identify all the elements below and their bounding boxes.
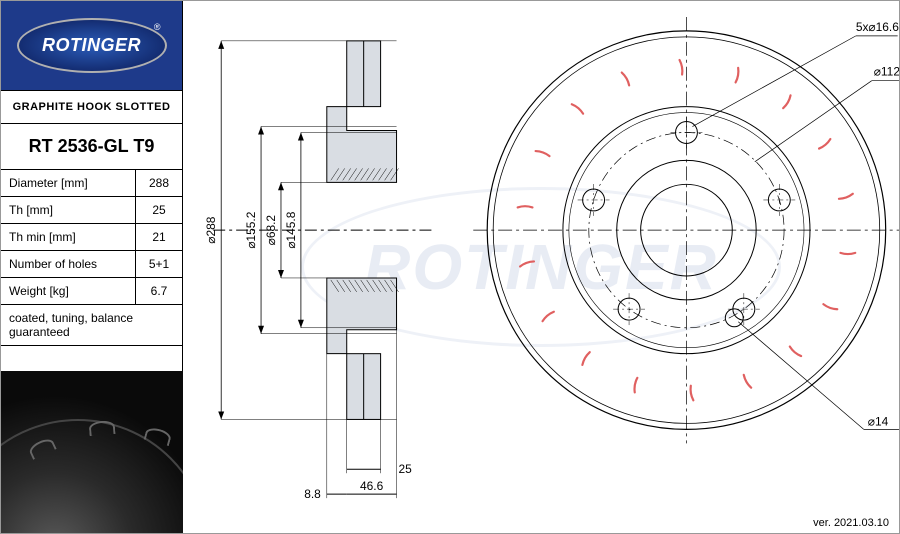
svg-text:⌀145.8: ⌀145.8 (284, 211, 298, 248)
spec-row: Weight [kg]6.7 (1, 278, 182, 305)
product-photo (1, 371, 183, 533)
svg-text:25: 25 (399, 462, 413, 476)
spec-label: Weight [kg] (1, 278, 136, 304)
spec-row: Th min [mm]21 (1, 224, 182, 251)
svg-text:46.6: 46.6 (360, 479, 384, 493)
spec-value: 6.7 (136, 278, 182, 304)
part-number: RT 2536-GL T9 (1, 124, 182, 170)
spec-sidebar: ROTINGER ® GRAPHITE HOOK SLOTTED RT 2536… (1, 1, 183, 533)
spec-label: Diameter [mm] (1, 170, 136, 196)
svg-text:⌀14: ⌀14 (868, 414, 889, 428)
technical-drawing: ⌀288 ⌀155.2 ⌀68.2 ⌀145.8 25 46.6 8.8 5x⌀16.6 ⌀1… (183, 1, 899, 533)
brand-logo: ROTINGER ® (1, 1, 182, 91)
spec-row: Diameter [mm]288 (1, 170, 182, 197)
version-label: ver. 2021.03.10 (813, 517, 889, 529)
svg-text:⌀155.2: ⌀155.2 (244, 211, 258, 248)
spec-value: 288 (136, 170, 182, 196)
svg-text:⌀112: ⌀112 (874, 65, 899, 79)
spec-value: 25 (136, 197, 182, 223)
svg-text:8.8: 8.8 (304, 487, 321, 501)
drawing-area: ROTINGER ⌀288⌀155.2⌀68.2⌀145.82546.68.8 … (183, 1, 899, 533)
spec-value: 5+1 (136, 251, 182, 277)
spec-label: Th [mm] (1, 197, 136, 223)
spec-label: Th min [mm] (1, 224, 136, 250)
spec-row: Number of holes5+1 (1, 251, 182, 278)
svg-text:⌀288: ⌀288 (204, 216, 218, 243)
svg-text:⌀68.2: ⌀68.2 (264, 215, 278, 246)
svg-text:5x⌀16.6: 5x⌀16.6 (856, 20, 899, 34)
brand-name: ROTINGER (42, 35, 141, 56)
spec-label: Number of holes (1, 251, 136, 277)
product-subtitle: GRAPHITE HOOK SLOTTED (1, 91, 182, 124)
spec-value: 21 (136, 224, 182, 250)
product-notes: coated, tuning, balance guaranteed (1, 305, 182, 346)
spec-row: Th [mm]25 (1, 197, 182, 224)
registered-mark: ® (154, 22, 161, 32)
